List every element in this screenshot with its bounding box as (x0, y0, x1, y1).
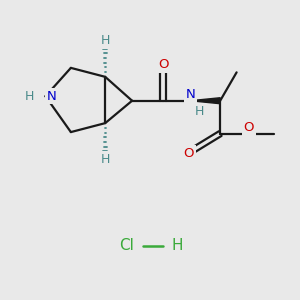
Text: H: H (100, 153, 110, 166)
Text: O: O (184, 147, 194, 160)
Text: N: N (185, 88, 195, 101)
Text: H: H (100, 34, 110, 47)
Text: Cl: Cl (119, 238, 134, 253)
Text: O: O (243, 121, 254, 134)
Text: H: H (24, 90, 34, 103)
Text: H: H (195, 105, 204, 118)
Polygon shape (190, 98, 220, 104)
Text: N: N (47, 90, 57, 103)
Text: H: H (171, 238, 183, 253)
Text: O: O (158, 58, 169, 71)
